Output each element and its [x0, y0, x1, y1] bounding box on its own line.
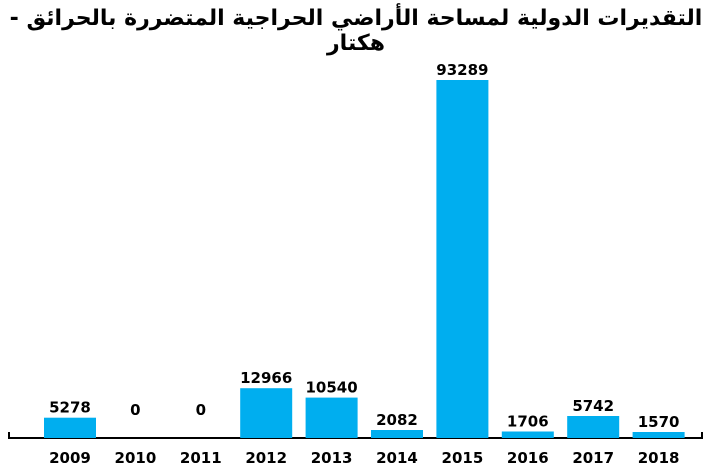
bar-2012: [240, 388, 293, 438]
value-label-2014: 2082: [376, 411, 418, 429]
bar-2017: [567, 416, 620, 438]
x-tick-label-2018: 2018: [638, 449, 680, 467]
x-tick-label-2014: 2014: [376, 449, 418, 467]
x-tick-label-2015: 2015: [442, 449, 484, 467]
bar-2013: [305, 397, 358, 438]
value-label-2011: 0: [196, 401, 206, 419]
value-label-2016: 1706: [507, 413, 549, 431]
x-tick-label-2011: 2011: [180, 449, 222, 467]
value-label-2010: 0: [130, 401, 140, 419]
value-label-2013: 10540: [306, 379, 358, 397]
x-tick-label-2017: 2017: [572, 449, 614, 467]
chart-title: التقديرات الدولية لمساحة الأراضي الحراجي…: [9, 6, 703, 56]
bar-2018: [632, 432, 685, 438]
x-tick-label-2012: 2012: [245, 449, 287, 467]
x-tick-label-2009: 2009: [49, 449, 91, 467]
x-tick-label-2010: 2010: [115, 449, 157, 467]
x-tick-label-2016: 2016: [507, 449, 549, 467]
value-label-2017: 5742: [572, 397, 614, 415]
x-tick-label-2013: 2013: [311, 449, 353, 467]
bar-2014: [371, 430, 423, 438]
value-label-2012: 12966: [240, 369, 292, 387]
bar-2016: [501, 431, 554, 438]
bar-2015: [436, 80, 489, 438]
bar-2009: [44, 417, 96, 438]
value-label-2009: 5278: [49, 399, 91, 417]
value-label-2018: 1570: [638, 413, 680, 431]
value-label-2015: 93289: [436, 61, 488, 79]
